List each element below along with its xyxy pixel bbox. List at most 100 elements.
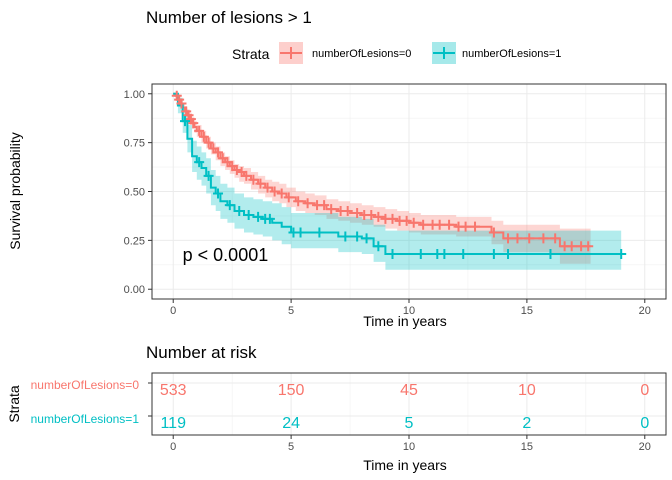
- risk-cell: 24: [282, 415, 300, 432]
- risk-cell: 533: [160, 382, 187, 399]
- censor-mark: [248, 174, 259, 185]
- x-tick-label: 0: [170, 305, 176, 317]
- risk-x-tick-label: 10: [403, 441, 415, 453]
- censor-mark: [352, 208, 363, 218]
- risk-cell: 150: [278, 382, 305, 399]
- censor-mark: [503, 249, 514, 260]
- censor-mark: [283, 192, 294, 203]
- censor-mark: [550, 233, 561, 244]
- censor-mark: [470, 221, 481, 232]
- censor-mark: [566, 241, 577, 252]
- censor-mark: [434, 219, 445, 230]
- ci-band-1: [173, 93, 622, 270]
- censor-mark: [458, 249, 469, 260]
- censor-mark: [352, 231, 363, 242]
- censor-mark: [616, 249, 627, 260]
- censor-mark: [234, 206, 245, 217]
- x-tick-label: 5: [288, 305, 294, 317]
- censor-mark: [439, 249, 450, 260]
- censor-mark: [293, 196, 304, 207]
- censor-mark: [255, 178, 266, 189]
- x-tick-label: 15: [521, 305, 533, 317]
- chart-title: Number of lesions > 1: [146, 8, 312, 27]
- censor-mark: [460, 221, 471, 232]
- risk-cell: 10: [518, 382, 536, 399]
- censor-mark: [231, 165, 242, 175]
- censor-mark: [188, 118, 199, 129]
- censor-mark: [418, 219, 429, 230]
- censor-mark: [361, 233, 372, 244]
- y-tick-label: 1.00: [124, 89, 145, 101]
- risk-x-axis-title: Time in years: [363, 457, 447, 473]
- censor-mark: [488, 249, 499, 260]
- risk-cell: 119: [160, 415, 186, 432]
- censor-mark: [203, 170, 214, 181]
- censor-mark: [302, 198, 313, 209]
- censor-mark: [319, 200, 330, 211]
- confidence-bands: [173, 93, 622, 270]
- main-axes: 0 5 10 15 20 0.00 0.25 0.50 0.75 1.00: [124, 89, 651, 317]
- censor-mark: [269, 186, 280, 197]
- censor-mark: [198, 131, 209, 142]
- censor-mark: [276, 188, 287, 199]
- censor-mark: [224, 200, 235, 211]
- risk-cells: 533 150 45 10 0 119 24 5 2 0: [160, 382, 649, 432]
- censor-marks: [171, 90, 627, 260]
- legend-label-1: numberOfLesions=1: [462, 48, 561, 60]
- censor-mark: [194, 157, 205, 168]
- y-tick-label: 0.00: [124, 284, 145, 296]
- censor-mark: [176, 98, 187, 109]
- x-tick-label: 10: [403, 305, 415, 317]
- x-axis-title: Time in years: [363, 313, 447, 329]
- risk-axes: 0 5 10 15 20: [148, 382, 651, 453]
- censor-mark: [194, 125, 205, 136]
- censor-mark: [488, 227, 499, 238]
- censor-mark: [342, 206, 353, 217]
- censor-mark: [373, 241, 384, 252]
- censor-mark: [295, 227, 306, 238]
- censor-mark: [512, 233, 523, 244]
- censor-mark: [253, 211, 264, 222]
- risk-x-tick-label: 15: [521, 441, 533, 453]
- risk-cell: 0: [640, 415, 649, 432]
- risk-y-axis-title: Strata: [6, 385, 22, 423]
- x-tick-label: 20: [639, 305, 651, 317]
- censor-mark: [538, 233, 549, 244]
- legend: Strata numberOfLesions=0 numberOfLesions…: [232, 42, 561, 64]
- p-value-annotation: p < 0.0001: [183, 245, 269, 265]
- censor-mark: [213, 147, 224, 158]
- censor-mark: [241, 170, 252, 181]
- legend-title: Strata: [232, 46, 270, 62]
- censor-mark: [213, 188, 224, 199]
- censor-mark: [545, 249, 556, 260]
- risk-grid: [152, 373, 666, 435]
- ci-band-0: [173, 93, 591, 264]
- risk-cell: 0: [640, 382, 649, 399]
- censor-mark: [366, 209, 377, 220]
- censor-mark: [203, 137, 214, 148]
- censor-mark: [387, 213, 398, 224]
- y-tick-label: 0.25: [124, 235, 145, 247]
- censor-mark: [408, 217, 419, 228]
- risk-x-tick-label: 0: [170, 441, 176, 453]
- legend-label-0: numberOfLesions=0: [312, 48, 411, 60]
- censor-mark: [401, 215, 412, 226]
- censor-mark: [524, 233, 535, 244]
- censor-mark: [583, 241, 594, 252]
- risk-row-label-1: numberOfLesions=1: [31, 412, 140, 426]
- y-axis-title: Survival probability: [7, 132, 23, 250]
- censor-mark: [373, 211, 384, 222]
- censor-mark: [264, 213, 275, 224]
- y-tick-label: 0.75: [124, 138, 145, 150]
- risk-x-tick-label: 20: [639, 441, 651, 453]
- risk-x-tick-label: 5: [288, 441, 294, 453]
- risk-table-title: Number at risk: [146, 343, 257, 362]
- censor-mark: [415, 249, 426, 260]
- survival-plot: Number of lesions > 1 Strata numberOfLes…: [7, 8, 667, 329]
- risk-row-label-0: numberOfLesions=0: [31, 378, 140, 392]
- censor-mark: [326, 204, 337, 215]
- censor-mark: [262, 182, 273, 193]
- censor-mark: [314, 227, 325, 238]
- risk-cell: 45: [400, 382, 418, 399]
